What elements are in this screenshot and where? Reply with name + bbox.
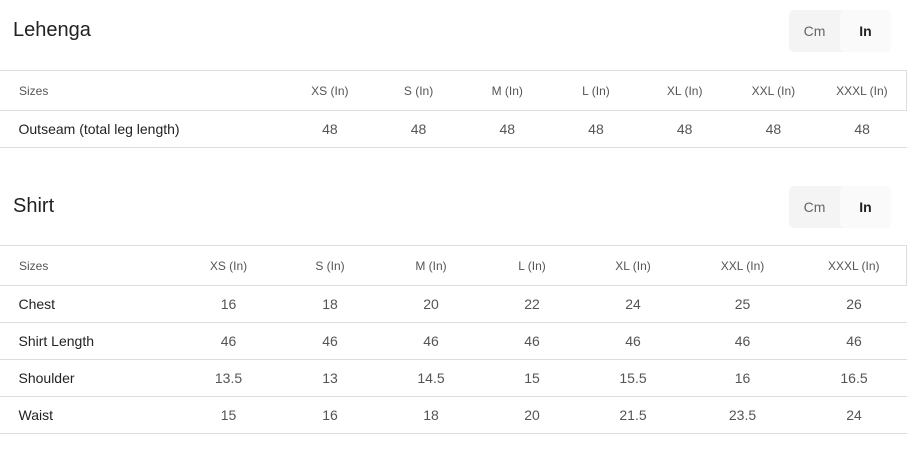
column-header: Sizes [0, 70, 286, 111]
size-value: 25 [683, 285, 802, 323]
column-header: M (In) [380, 245, 482, 286]
size-value: 18 [380, 396, 482, 434]
column-header: XXXL (In) [817, 70, 907, 111]
size-value: 16 [683, 359, 802, 397]
size-value: 48 [462, 110, 552, 148]
size-value: 46 [481, 322, 583, 360]
size-value: 15.5 [582, 359, 684, 397]
size-value: 20 [380, 285, 482, 323]
size-value: 20 [481, 396, 583, 434]
measurement-label: Chest [0, 285, 178, 323]
column-header: XXL (In) [683, 245, 802, 286]
size-value: 13 [279, 359, 381, 397]
size-value: 24 [801, 396, 907, 434]
size-value: 48 [729, 110, 818, 148]
shirt-in-button[interactable]: In [840, 186, 891, 228]
size-value: 46 [380, 322, 482, 360]
lehenga-cm-button[interactable]: Cm [803, 23, 826, 39]
size-value: 48 [551, 110, 641, 148]
column-header: XL (In) [640, 70, 730, 111]
measurement-label: Shirt Length [0, 322, 178, 360]
table-row: Shoulder 13.5 13 14.5 15 15.5 16 16.5 [0, 359, 907, 397]
table-row: Shirt Length 46 46 46 46 46 46 46 [0, 322, 907, 360]
size-value: 14.5 [380, 359, 482, 397]
shirt-title: Shirt [13, 195, 55, 217]
column-header: M (In) [462, 70, 552, 111]
size-value: 26 [801, 285, 907, 323]
column-header: S (In) [279, 245, 381, 286]
shirt-cm-button[interactable]: Cm [803, 199, 826, 215]
size-value: 16 [279, 396, 381, 434]
column-header: Sizes [0, 245, 178, 286]
size-value: 48 [640, 110, 730, 148]
table-row: Waist 15 16 18 20 21.5 23.5 24 [0, 396, 907, 434]
size-value: 46 [683, 322, 802, 360]
size-value: 15 [481, 359, 583, 397]
size-value: 15 [177, 396, 280, 434]
shirt-unit-toggle: Cm In [789, 186, 891, 228]
size-value: 46 [279, 322, 381, 360]
measurement-label: Shoulder [0, 359, 178, 397]
table-row: Outseam (total leg length) 48 48 48 48 48 48 48 [0, 110, 907, 148]
column-header: XXL (In) [729, 70, 818, 111]
column-header: XS (In) [177, 245, 280, 286]
lehenga-title: Lehenga [13, 19, 91, 41]
size-value: 13.5 [177, 359, 280, 397]
shirt-size-table: Sizes XS (In) S (In) M (In) L (In) XL (In) XXL… [0, 245, 907, 434]
size-value: 48 [285, 110, 375, 148]
table-header-row: Sizes XS (In) S (In) M (In) L (In) XL (In) XXL… [0, 245, 907, 286]
column-header: L (In) [481, 245, 583, 286]
lehenga-unit-toggle: Cm In [789, 10, 891, 52]
size-value: 46 [582, 322, 684, 360]
size-value: 18 [279, 285, 381, 323]
column-header: S (In) [374, 70, 463, 111]
size-value: 16 [177, 285, 280, 323]
measurement-label: Outseam (total leg length) [0, 110, 286, 148]
size-value: 24 [582, 285, 684, 323]
column-header: XXXL (In) [801, 245, 907, 286]
size-value: 46 [801, 322, 907, 360]
size-value: 23.5 [683, 396, 802, 434]
size-value: 46 [177, 322, 280, 360]
size-value: 48 [817, 110, 907, 148]
table-header-row: Sizes XS (In) S (In) M (In) L (In) XL (In) XXL… [0, 70, 907, 111]
column-header: XL (In) [582, 245, 684, 286]
size-value: 16.5 [801, 359, 907, 397]
measurement-label: Waist [0, 396, 178, 434]
size-value: 22 [481, 285, 583, 323]
lehenga-size-table: Sizes XS (In) S (In) M (In) L (In) XL (In) XXL… [0, 70, 907, 148]
lehenga-in-button[interactable]: In [840, 10, 891, 52]
size-value: 48 [374, 110, 463, 148]
size-value: 21.5 [582, 396, 684, 434]
column-header: XS (In) [285, 70, 375, 111]
column-header: L (In) [551, 70, 641, 111]
table-row: Chest 16 18 20 22 24 25 26 [0, 285, 907, 323]
